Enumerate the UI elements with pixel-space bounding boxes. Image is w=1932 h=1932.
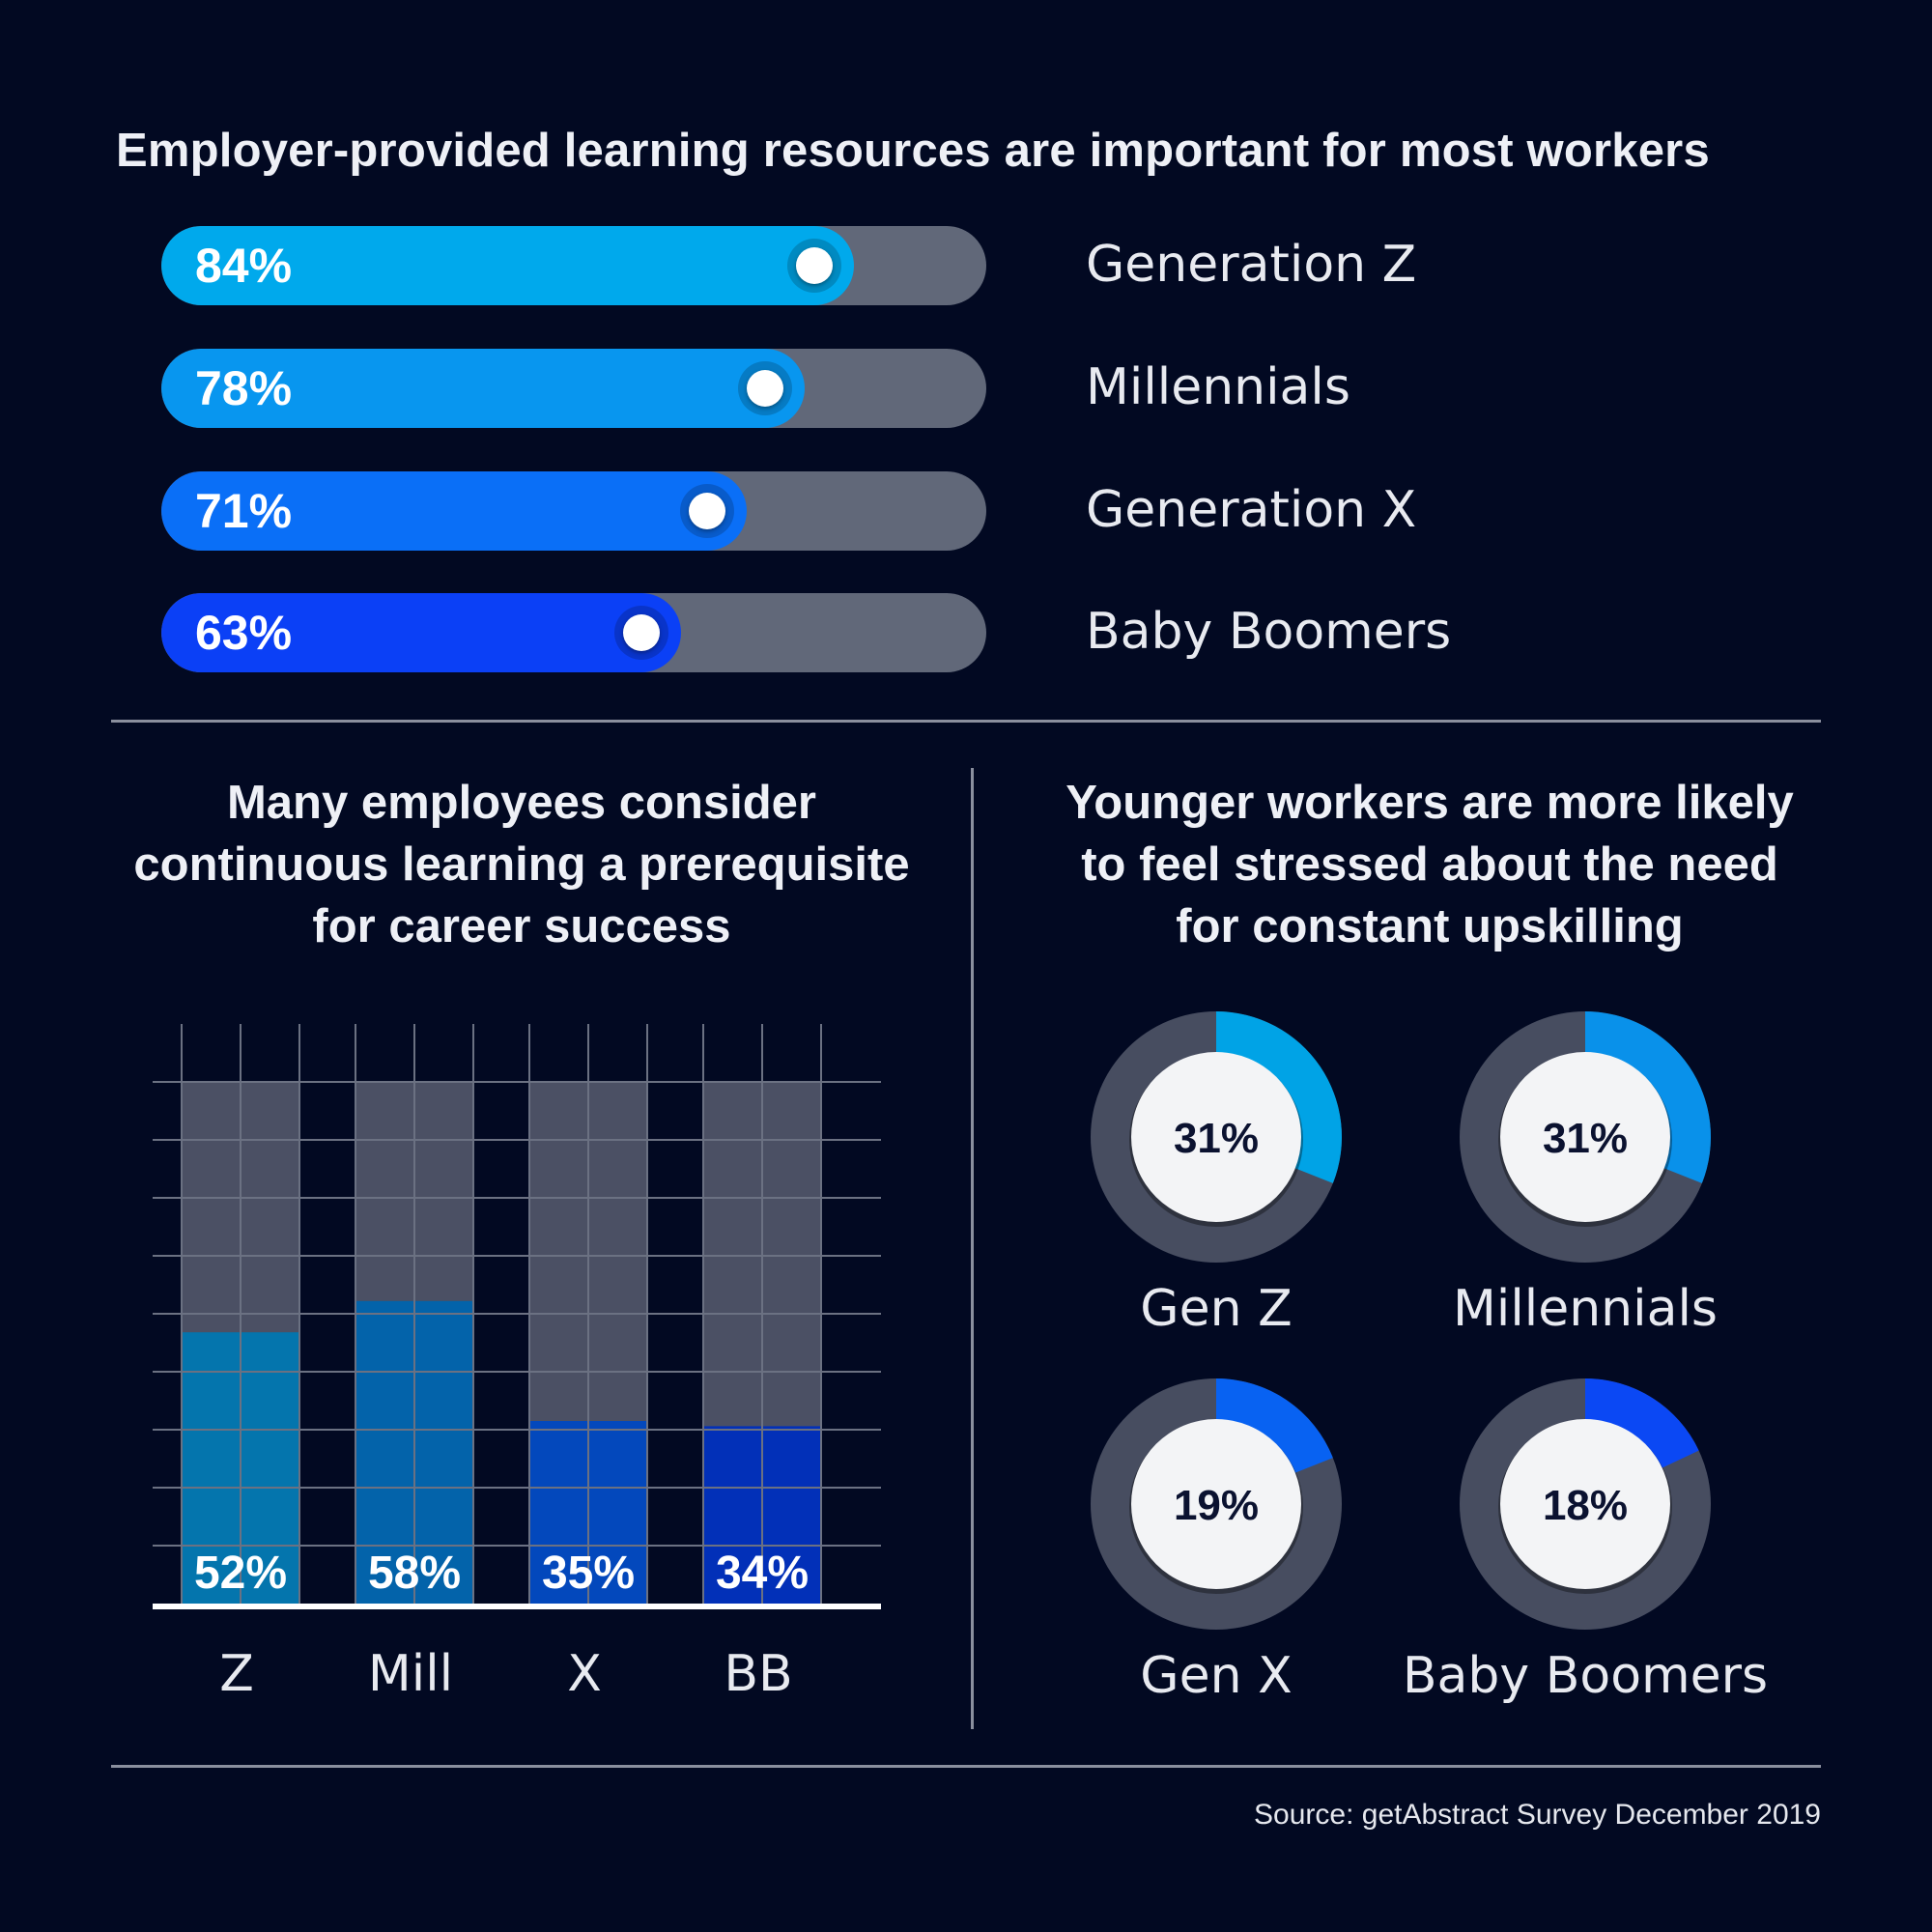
progress-fill (161, 471, 747, 551)
donut-center (1131, 1419, 1301, 1589)
progress-category-label: Generation Z (1086, 236, 1417, 294)
bar-category-label: BB (724, 1645, 792, 1703)
donut-center (1500, 1419, 1670, 1589)
progress-fill (161, 226, 854, 305)
bar-chart-title: Many employees consider continuous learn… (77, 772, 966, 957)
progress-value-label: 78% (195, 361, 293, 415)
donut-category-label: Gen Z (1140, 1280, 1293, 1338)
bar-chart-title-line-1: Many employees consider (226, 777, 816, 829)
divider-bottom (111, 1765, 1821, 1768)
donut-value-label: 19% (1174, 1482, 1259, 1529)
progress-knob (787, 239, 841, 293)
progress-track: 78% (161, 349, 986, 428)
progress-fill (161, 349, 805, 428)
bar-category-label: X (567, 1645, 602, 1703)
bar-value-label: 58% (368, 1548, 461, 1599)
donut-category-label: Baby Boomers (1402, 1647, 1769, 1705)
donut-chart: 31% (1091, 1011, 1342, 1263)
donut-chart: 19% (1091, 1378, 1342, 1630)
divider-top (111, 720, 1821, 723)
progress-category-label: Millennials (1086, 358, 1350, 416)
donut-chart-title-line-2: to feel stressed about the need (1081, 838, 1778, 891)
progress-value-label: 84% (195, 239, 293, 293)
progress-knob (680, 484, 734, 538)
bar-category-label: Mill (368, 1645, 453, 1703)
donut-segment (1585, 1378, 1699, 1470)
donut-segment (1216, 1011, 1342, 1183)
bar-value-label: 34% (716, 1548, 809, 1599)
bar-value-label: 52% (194, 1548, 287, 1599)
progress-category-label: Generation X (1086, 481, 1417, 539)
progress-track: 84% (161, 226, 986, 305)
donut-chart-title: Younger workers are more likely to feel … (1005, 772, 1855, 957)
vertical-bar-chart: 52% 58% 35% 34% Z Mill X BB (153, 1024, 881, 1703)
donut-chart-title-line-3: for constant upskilling (1176, 900, 1684, 952)
progress-fill (161, 593, 681, 672)
source-note: Source: getAbstract Survey December 2019 (1254, 1799, 1821, 1831)
progress-category-label: Baby Boomers (1086, 603, 1452, 661)
donut-chart: 31% (1460, 1011, 1711, 1263)
donut-value-label: 18% (1543, 1482, 1628, 1529)
donut-segment (1216, 1378, 1333, 1475)
bar-chart-title-line-2: continuous learning a prerequisite (133, 838, 910, 891)
donut-category-label: Millennials (1453, 1280, 1718, 1338)
donut-chart: 18% (1460, 1378, 1711, 1630)
donut-category-label: Gen X (1140, 1647, 1293, 1705)
progress-track: 63% (161, 593, 986, 672)
donut-value-label: 31% (1174, 1115, 1259, 1162)
progress-value-label: 63% (195, 606, 293, 660)
donut-center (1500, 1052, 1670, 1222)
progress-value-label: 71% (195, 484, 293, 538)
donut-value-label: 31% (1543, 1115, 1628, 1162)
progress-knob (738, 361, 792, 415)
donut-chart-title-line-1: Younger workers are more likely (1065, 777, 1794, 829)
bar-category-label: Z (219, 1645, 254, 1703)
main-title: Employer-provided learning resources are… (116, 125, 1710, 177)
donut-segment (1585, 1011, 1711, 1183)
progress-knob (614, 606, 668, 660)
donut-center (1131, 1052, 1301, 1222)
bar-chart-title-line-3: for career success (312, 900, 731, 952)
divider-vertical (971, 768, 974, 1729)
bar-value-label: 35% (542, 1548, 635, 1599)
progress-track: 71% (161, 471, 986, 551)
